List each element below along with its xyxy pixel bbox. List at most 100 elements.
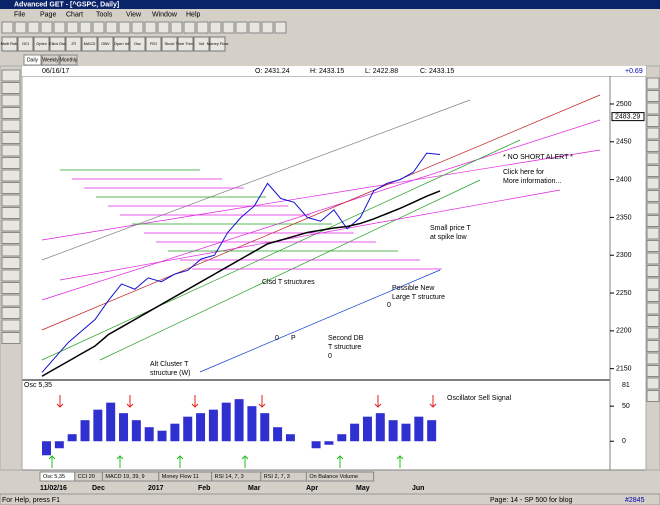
tool-icon[interactable] bbox=[118, 21, 131, 34]
side-button[interactable] bbox=[1, 332, 21, 344]
side-button[interactable] bbox=[646, 102, 660, 115]
side-button[interactable] bbox=[646, 190, 660, 202]
side-button[interactable] bbox=[646, 115, 660, 127]
indicator-tab[interactable] bbox=[305, 471, 375, 482]
tool-icon[interactable] bbox=[27, 21, 40, 34]
side-button[interactable] bbox=[1, 319, 21, 332]
tool-icon[interactable] bbox=[131, 21, 144, 34]
indicator-button[interactable] bbox=[113, 36, 130, 52]
side-button[interactable] bbox=[646, 277, 660, 290]
indicator-button[interactable] bbox=[81, 36, 98, 52]
side-button[interactable] bbox=[646, 177, 660, 190]
side-button[interactable] bbox=[646, 240, 660, 252]
side-button[interactable] bbox=[1, 244, 21, 257]
side-button[interactable] bbox=[646, 77, 660, 90]
indicator-button-label[interactable]: Money Flow bbox=[207, 41, 229, 46]
side-button[interactable] bbox=[1, 107, 21, 119]
indicator-button[interactable] bbox=[193, 36, 210, 52]
annotation[interactable]: Click here for bbox=[503, 169, 545, 176]
side-button[interactable] bbox=[1, 169, 21, 182]
indicator-tab-label[interactable]: RSI 14, 7, 3 bbox=[215, 474, 244, 480]
timeframe-tab[interactable] bbox=[23, 54, 42, 66]
side-button[interactable] bbox=[1, 282, 21, 294]
timeframe-tab[interactable] bbox=[41, 54, 60, 66]
indicator-button[interactable] bbox=[177, 36, 194, 52]
indicator-button-label[interactable]: Open Int bbox=[114, 41, 130, 46]
tool-icon[interactable] bbox=[274, 21, 287, 34]
side-button[interactable] bbox=[646, 140, 660, 152]
side-button[interactable] bbox=[646, 202, 660, 215]
indicator-button[interactable] bbox=[33, 36, 50, 52]
menu-item[interactable]: View bbox=[126, 11, 142, 18]
side-button[interactable] bbox=[1, 182, 21, 194]
tool-icon[interactable] bbox=[92, 21, 105, 34]
indicator-button-label[interactable]: MACD bbox=[84, 41, 96, 46]
side-button[interactable] bbox=[646, 265, 660, 277]
indicator-button[interactable] bbox=[65, 36, 82, 52]
tool-icon[interactable] bbox=[170, 21, 183, 34]
indicator-button-label[interactable]: Stock bbox=[164, 41, 174, 46]
side-button[interactable] bbox=[646, 152, 660, 165]
side-button[interactable] bbox=[646, 390, 660, 402]
side-button[interactable] bbox=[646, 340, 660, 352]
timeframe-tab[interactable] bbox=[59, 54, 78, 66]
menu-item[interactable]: Page bbox=[40, 11, 56, 18]
tool-icon[interactable] bbox=[79, 21, 92, 34]
tool-icon[interactable] bbox=[144, 21, 157, 34]
side-button[interactable] bbox=[1, 82, 21, 94]
menu-item[interactable]: Help bbox=[186, 11, 201, 18]
side-button[interactable] bbox=[1, 307, 21, 319]
side-button[interactable] bbox=[1, 257, 21, 269]
side-button[interactable] bbox=[1, 269, 21, 282]
tool-icon[interactable] bbox=[157, 21, 170, 34]
side-button[interactable] bbox=[646, 127, 660, 140]
tool-icon[interactable] bbox=[261, 21, 274, 34]
indicator-tab-label[interactable]: CCI 20 bbox=[78, 474, 95, 480]
side-button[interactable] bbox=[646, 377, 660, 390]
indicator-button-label[interactable]: Osc bbox=[134, 41, 141, 46]
indicator-tab-label[interactable]: Money Flow 11 bbox=[162, 474, 199, 480]
tool-icon[interactable] bbox=[40, 21, 53, 34]
indicator-tab-label[interactable]: Osc 5,35 bbox=[43, 474, 65, 480]
indicator-button[interactable] bbox=[161, 36, 178, 52]
tool-icon[interactable] bbox=[14, 21, 27, 34]
tool-icon[interactable] bbox=[248, 21, 261, 34]
side-button[interactable] bbox=[646, 215, 660, 227]
side-button[interactable] bbox=[646, 327, 660, 340]
indicator-tab-label[interactable]: MACD 19, 39, 9 bbox=[105, 474, 144, 480]
indicator-button-label[interactable]: Multi Rstd bbox=[1, 41, 19, 46]
indicator-button-label[interactable]: OCI bbox=[22, 41, 29, 46]
side-button[interactable] bbox=[1, 232, 21, 244]
side-button[interactable] bbox=[646, 252, 660, 265]
menu-item[interactable]: Tools bbox=[96, 11, 113, 18]
indicator-button-label[interactable]: Vol bbox=[199, 41, 205, 46]
side-button[interactable] bbox=[646, 90, 660, 102]
tool-icon[interactable] bbox=[66, 21, 79, 34]
side-button[interactable] bbox=[1, 119, 21, 132]
tool-icon[interactable] bbox=[105, 21, 118, 34]
indicator-button-label[interactable]: Time Trend bbox=[175, 41, 195, 46]
indicator-button[interactable] bbox=[209, 36, 226, 52]
indicator-button-label[interactable]: JTI bbox=[71, 41, 77, 46]
indicator-button[interactable] bbox=[97, 36, 114, 52]
tool-icon[interactable] bbox=[183, 21, 196, 34]
tool-icon[interactable] bbox=[235, 21, 248, 34]
indicator-button-label[interactable]: RSI bbox=[150, 41, 157, 46]
tool-icon[interactable] bbox=[222, 21, 235, 34]
side-button[interactable] bbox=[646, 365, 660, 377]
side-button[interactable] bbox=[1, 157, 21, 169]
indicator-button[interactable] bbox=[17, 36, 34, 52]
timeframe-tab-label[interactable]: Monthly bbox=[60, 57, 78, 63]
tool-icon[interactable] bbox=[1, 21, 14, 34]
side-button[interactable] bbox=[1, 294, 21, 307]
indicator-button[interactable] bbox=[145, 36, 162, 52]
side-button[interactable] bbox=[1, 69, 21, 82]
indicator-button-label[interactable]: OBV bbox=[101, 41, 110, 46]
side-button[interactable] bbox=[1, 94, 21, 107]
tool-icon[interactable] bbox=[196, 21, 209, 34]
timeframe-tab-label[interactable]: Daily bbox=[27, 57, 39, 63]
annotation[interactable]: More information... bbox=[503, 178, 561, 185]
side-button[interactable] bbox=[1, 207, 21, 219]
indicator-tab-label[interactable]: RSI 2, 7, 3 bbox=[264, 474, 290, 480]
tool-icon[interactable] bbox=[209, 21, 222, 34]
